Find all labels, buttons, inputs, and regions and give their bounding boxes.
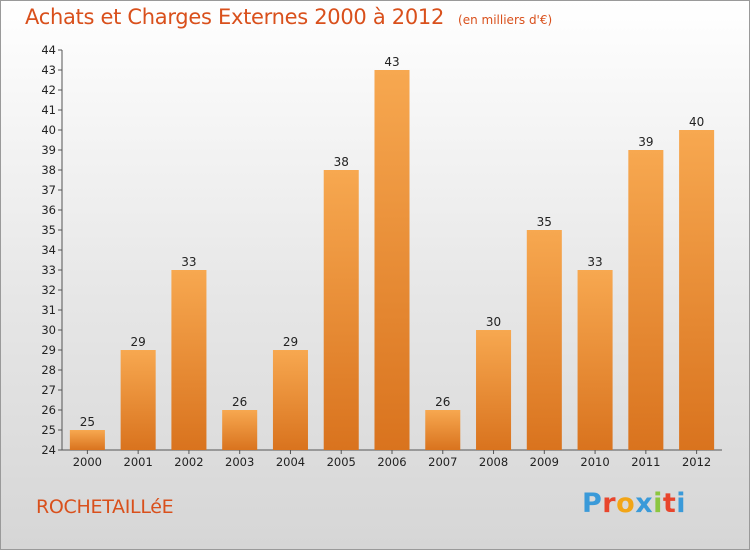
bar — [425, 410, 461, 450]
y-tick-label: 39 — [41, 143, 56, 157]
logo-letter: o — [616, 488, 636, 519]
y-tick-label: 31 — [41, 303, 56, 317]
y-tick-label: 24 — [41, 443, 56, 457]
x-tick-label: 2011 — [631, 455, 660, 469]
y-tick-label: 29 — [41, 343, 56, 357]
bar — [272, 350, 308, 450]
y-tick-label: 37 — [41, 183, 56, 197]
y-tick-label: 40 — [41, 123, 56, 137]
data-label: 25 — [80, 415, 95, 429]
x-tick-label: 2008 — [479, 455, 508, 469]
bar — [577, 270, 613, 450]
y-tick-label: 35 — [41, 223, 56, 237]
logo-letter: i — [653, 488, 663, 519]
y-tick-label: 42 — [41, 83, 56, 97]
logo-letter: t — [662, 488, 677, 519]
commune-name: ROCHETAILLéE — [36, 496, 174, 518]
logo-letter: P — [582, 488, 603, 519]
x-tick-label: 2000 — [73, 455, 102, 469]
y-tick-label: 44 — [41, 43, 56, 57]
bar — [222, 410, 258, 450]
bar — [628, 150, 664, 450]
y-tick-label: 25 — [41, 423, 56, 437]
x-tick-label: 2005 — [327, 455, 356, 469]
bar — [120, 350, 156, 450]
y-tick-label: 41 — [41, 103, 56, 117]
proxiti-logo: Proxiti — [582, 488, 686, 519]
bar — [526, 230, 562, 450]
y-tick-label: 27 — [41, 383, 56, 397]
bars — [69, 70, 715, 450]
x-tick-label: 2010 — [580, 455, 609, 469]
x-tick-label: 2006 — [377, 455, 406, 469]
y-tick-label: 28 — [41, 363, 56, 377]
x-tick-label: 2001 — [124, 455, 153, 469]
x-tick-label: 2007 — [428, 455, 457, 469]
data-label: 43 — [384, 55, 399, 69]
logo-letter: x — [635, 488, 654, 519]
y-tick-label: 34 — [41, 243, 56, 257]
value-labels: 25 29 33 26 29 38 43 26 30 35 33 39 40 — [80, 55, 705, 429]
title-text: Achats et Charges Externes 2000 à 2012 — [25, 5, 445, 29]
data-label: 33 — [181, 255, 196, 269]
chart-title: Achats et Charges Externes 2000 à 2012 (e… — [25, 5, 552, 29]
data-label: 29 — [283, 335, 298, 349]
bar — [679, 130, 715, 450]
x-tick-label: 2009 — [530, 455, 559, 469]
data-label: 26 — [232, 395, 247, 409]
chart-subtitle: (en milliers d'€) — [458, 13, 553, 27]
x-tick-label: 2012 — [682, 455, 711, 469]
y-tick-label: 26 — [41, 403, 56, 417]
data-label: 39 — [638, 135, 653, 149]
y-tick-label: 38 — [41, 163, 56, 177]
y-tick-label: 36 — [41, 203, 56, 217]
y-tick-label: 32 — [41, 283, 56, 297]
data-label: 29 — [131, 335, 146, 349]
logo-letter: r — [602, 488, 617, 519]
bar — [69, 430, 105, 450]
bar — [476, 330, 512, 450]
x-tick-label: 2002 — [174, 455, 203, 469]
data-label: 35 — [537, 215, 552, 229]
data-label: 33 — [587, 255, 602, 269]
bar — [323, 170, 359, 450]
y-tick-label: 43 — [41, 63, 56, 77]
bar — [171, 270, 207, 450]
y-tick-label: 30 — [41, 323, 56, 337]
logo-letter: i — [676, 488, 687, 519]
data-label: 30 — [486, 315, 501, 329]
data-label: 38 — [334, 155, 349, 169]
y-tick-label: 33 — [41, 263, 56, 277]
x-tick-label: 2004 — [276, 455, 305, 469]
x-tick-label: 2003 — [225, 455, 254, 469]
bar — [374, 70, 410, 450]
data-label: 40 — [689, 115, 704, 129]
data-label: 26 — [435, 395, 450, 409]
